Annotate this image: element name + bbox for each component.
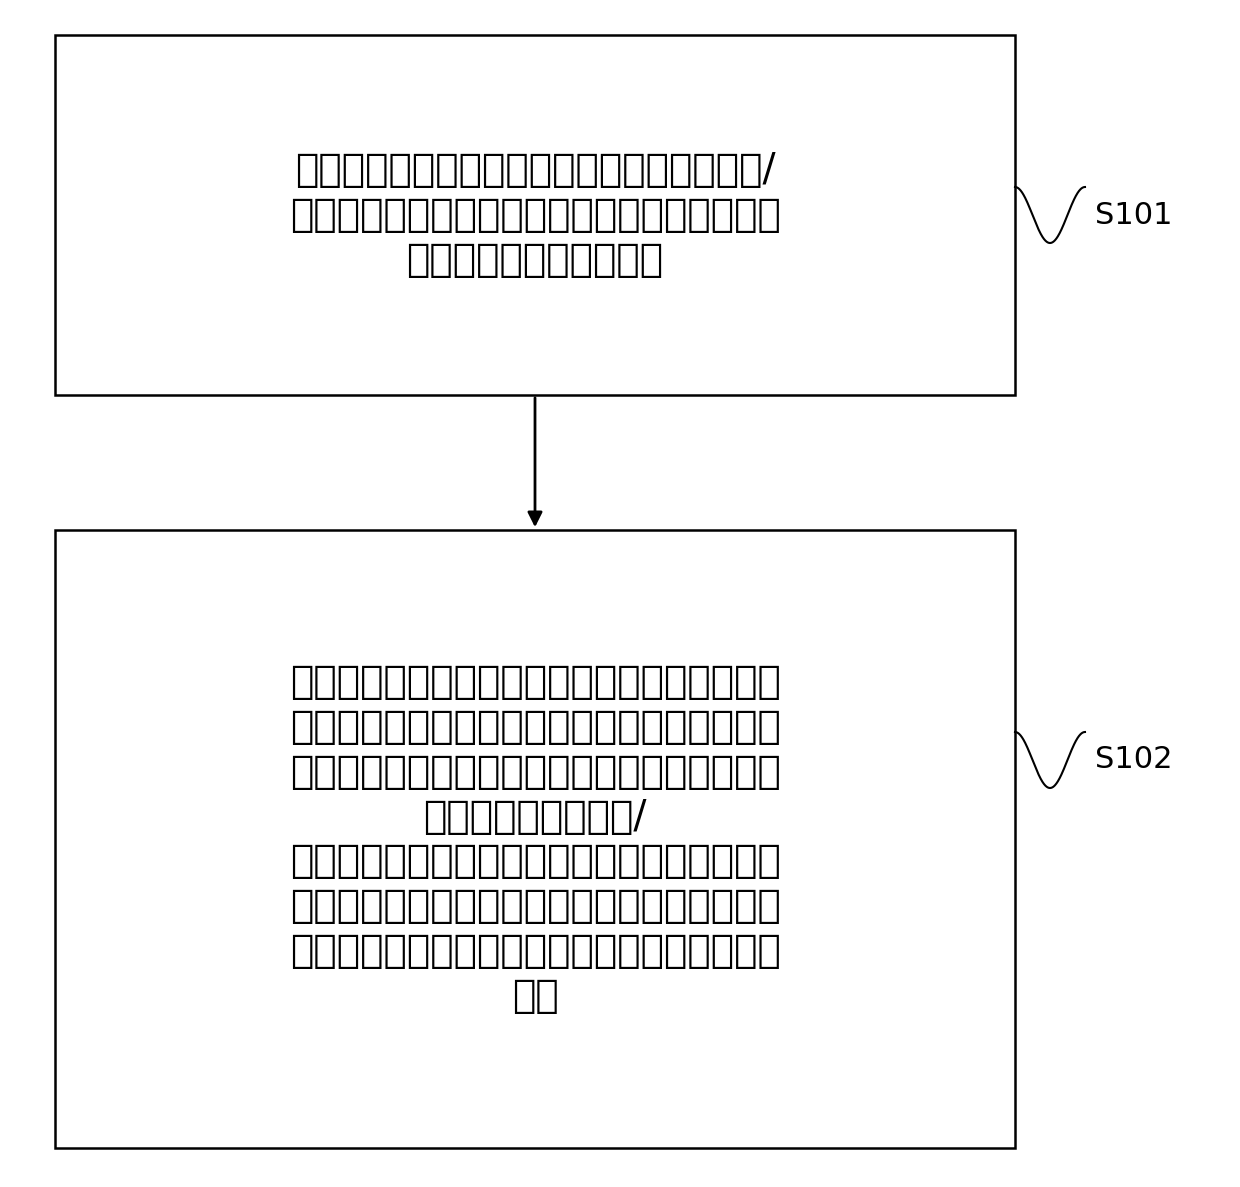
Text: 一个所述采集点两侧的至少两个防火件由开启状: 一个所述采集点两侧的至少两个防火件由开启状 <box>290 753 780 791</box>
Text: 在预定时间内，获取多个相邻采集点的温度和/: 在预定时间内，获取多个相邻采集点的温度和/ <box>295 151 775 189</box>
Text: 在至少相邻的两个所述采集点的温度大于温度阈: 在至少相邻的两个所述采集点的温度大于温度阈 <box>290 664 780 702</box>
Text: 于相邻两个防火件之间；: 于相邻两个防火件之间； <box>407 241 663 279</box>
Text: 值的情况下，控制温度大于所述温度阈值的至少: 值的情况下，控制温度大于所述温度阈值的至少 <box>290 707 780 745</box>
Text: 烟气流量大于所述流量阈值的至少一个所述采集: 烟气流量大于所述流量阈值的至少一个所述采集 <box>290 887 780 925</box>
Text: 或在所述烟气流量大于流量阈值的情况下，控制: 或在所述烟气流量大于流量阈值的情况下，控制 <box>290 843 780 881</box>
Text: 态。: 态。 <box>512 977 558 1015</box>
Bar <box>55 531 1016 1148</box>
Bar <box>55 34 1016 395</box>
Text: 或烟气流量，各所述采集点位于所述空腔内且位: 或烟气流量，各所述采集点位于所述空腔内且位 <box>290 196 780 234</box>
Text: 态变为关闭状态，和/: 态变为关闭状态，和/ <box>423 798 647 836</box>
Text: S102: S102 <box>1095 745 1173 774</box>
Text: S101: S101 <box>1095 201 1173 229</box>
Text: 点两侧的至少两个防火件由开启状态变为关闭状: 点两侧的至少两个防火件由开启状态变为关闭状 <box>290 932 780 970</box>
